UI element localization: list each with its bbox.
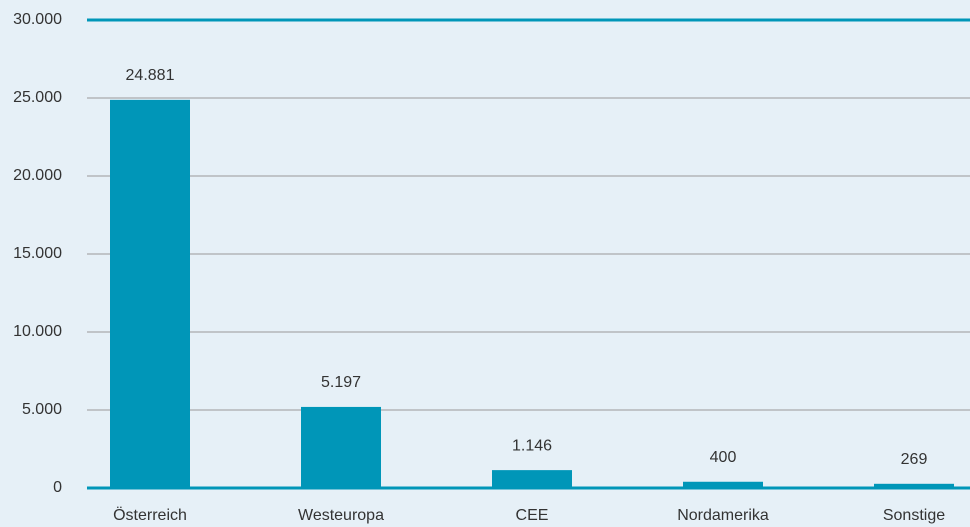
y-tick-label: 15.000 [13, 245, 62, 262]
x-tick-label: Sonstige [883, 507, 945, 524]
y-tick-label: 0 [53, 479, 62, 496]
x-tick-label: Österreich [113, 506, 187, 524]
y-tick-label: 10.000 [13, 323, 62, 340]
y-tick-label: 20.000 [13, 167, 62, 184]
bar [492, 470, 572, 488]
x-tick-label: Westeuropa [298, 507, 384, 524]
data-label: 1.146 [512, 437, 552, 454]
data-label: 400 [710, 449, 737, 466]
y-tick-label: 5.000 [22, 401, 62, 418]
data-label: 5.197 [321, 374, 361, 391]
x-tick-label: Nordamerika [677, 507, 769, 524]
data-label: 269 [901, 451, 928, 468]
x-tick-label: CEE [516, 507, 549, 524]
bar [110, 99, 190, 489]
y-tick-label: 30.000 [13, 11, 62, 28]
bar [301, 406, 381, 488]
y-tick-label: 25.000 [13, 89, 62, 106]
bar [874, 483, 954, 488]
data-label: 24.881 [126, 67, 175, 84]
bar [683, 481, 763, 488]
